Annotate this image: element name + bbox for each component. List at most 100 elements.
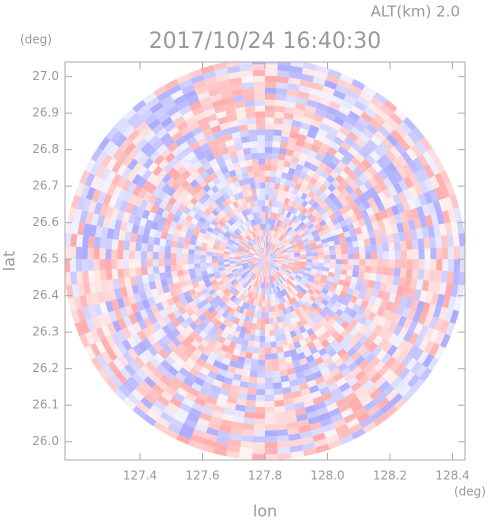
echo-cell <box>277 70 290 77</box>
echo-cell <box>265 389 274 395</box>
echo-cell <box>280 136 289 143</box>
echo-cell <box>265 448 278 454</box>
echo-cell <box>182 248 188 254</box>
echo-cell <box>262 218 265 224</box>
echo-cell <box>270 330 275 336</box>
echo-cell <box>117 250 123 260</box>
echo-cell <box>82 259 88 271</box>
x-tick-label: 127.8 <box>248 469 282 483</box>
echo-cell <box>252 353 259 360</box>
echo-cell <box>359 253 365 260</box>
echo-cell <box>245 406 255 413</box>
echo-cell <box>243 148 251 155</box>
echo-cell <box>194 250 200 255</box>
echo-cell <box>206 255 212 259</box>
echo-cell <box>340 269 347 275</box>
echo-cell <box>177 265 183 271</box>
echo-cell <box>177 242 184 249</box>
echo-cell <box>129 250 135 259</box>
echo-cell <box>250 365 258 372</box>
echo-cell <box>243 417 254 424</box>
echo-cell <box>142 235 149 244</box>
echo-cell <box>171 265 178 272</box>
echo-cell <box>159 245 166 252</box>
y-tick-label: 26.2 <box>32 361 59 375</box>
echo-cell <box>265 301 268 307</box>
echo-cell <box>365 245 372 252</box>
echo-cell <box>275 406 285 413</box>
echo-cell <box>265 171 271 177</box>
echo-cell <box>280 142 288 149</box>
echo-cell <box>252 159 259 166</box>
echo-cell <box>247 124 256 131</box>
echo-cell <box>244 412 255 419</box>
echo-cell <box>375 236 382 244</box>
echo-cell <box>376 244 383 252</box>
echo-cell <box>111 259 117 269</box>
echo-cell <box>260 324 265 330</box>
echo-cell <box>253 436 265 442</box>
echo-cell <box>106 269 113 280</box>
y-axis-label: lat <box>0 251 19 272</box>
echo-cell <box>253 442 265 448</box>
echo-cell <box>249 135 257 142</box>
echo-cell <box>171 241 178 248</box>
echo-cell <box>88 270 95 282</box>
echo-cell <box>265 430 277 436</box>
echo-cell <box>165 265 172 272</box>
echo-cell <box>258 365 265 371</box>
echo-cell <box>255 105 265 111</box>
echo-cell <box>147 251 153 259</box>
echo-cell <box>257 318 262 324</box>
echo-cell <box>265 58 278 64</box>
echo-cell <box>265 182 270 188</box>
echo-cell <box>273 129 282 136</box>
echo-cell <box>255 183 260 189</box>
echo-cell <box>441 271 448 283</box>
echo-cell <box>389 251 395 260</box>
echo-cell <box>324 255 330 259</box>
echo-cell <box>245 160 252 167</box>
echo-cell <box>123 268 130 278</box>
echo-cell <box>246 400 256 407</box>
echo-cell <box>277 435 289 442</box>
echo-cell <box>100 270 107 281</box>
echo-cell <box>447 235 454 248</box>
echo-cell <box>265 153 272 159</box>
echo-cell <box>160 272 167 280</box>
echo-cell <box>141 267 148 276</box>
echo-cell <box>371 266 378 274</box>
echo-cell <box>265 218 268 224</box>
echo-cell <box>240 65 253 72</box>
echo-cell <box>365 266 372 273</box>
echo-cell <box>295 259 301 261</box>
echo-cell <box>106 238 113 249</box>
echo-cell <box>265 123 274 129</box>
echo-cell <box>265 342 271 348</box>
echo-cell <box>261 318 265 324</box>
echo-cell <box>153 259 159 266</box>
echo-cell <box>141 251 147 259</box>
echo-cell <box>275 106 285 113</box>
echo-cell <box>453 272 460 285</box>
echo-cell <box>148 236 155 244</box>
echo-cell <box>265 129 274 135</box>
echo-cell <box>188 259 194 264</box>
echo-cell <box>265 64 278 70</box>
y-tick-label: 26.3 <box>32 325 59 339</box>
echo-cell <box>265 188 270 194</box>
echo-cell <box>265 318 269 324</box>
y-tick-label: 27.0 <box>32 69 59 83</box>
echo-cell <box>265 76 277 82</box>
echo-cell <box>153 245 160 253</box>
echo-cell <box>255 330 260 336</box>
echo-cell <box>270 335 276 341</box>
x-tick-label: 127.4 <box>123 469 157 483</box>
echo-cell <box>170 253 176 259</box>
echo-cell <box>255 100 265 106</box>
echo-cell <box>243 364 251 371</box>
echo-cell <box>274 118 284 125</box>
echo-cell <box>318 255 324 259</box>
echo-cell <box>265 324 270 330</box>
echo-cell <box>259 348 265 354</box>
